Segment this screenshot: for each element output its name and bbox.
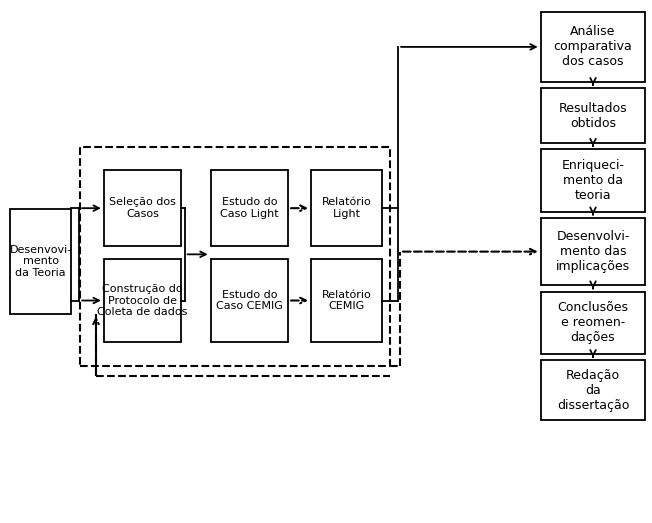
FancyBboxPatch shape: [541, 292, 645, 354]
FancyBboxPatch shape: [211, 170, 288, 246]
FancyBboxPatch shape: [541, 12, 645, 82]
FancyBboxPatch shape: [311, 170, 382, 246]
Text: Desenvovi-
mento
da Teoria: Desenvovi- mento da Teoria: [10, 245, 72, 278]
FancyBboxPatch shape: [541, 88, 645, 143]
Text: Enriqueci-
mento da
teoria: Enriqueci- mento da teoria: [561, 159, 625, 202]
Text: Resultados
obtidos: Resultados obtidos: [559, 101, 627, 130]
FancyBboxPatch shape: [104, 170, 181, 246]
Text: Redação
da
dissertação: Redação da dissertação: [557, 369, 629, 412]
FancyBboxPatch shape: [541, 360, 645, 420]
Text: Estudo do
Caso Light: Estudo do Caso Light: [220, 197, 278, 219]
FancyBboxPatch shape: [10, 210, 72, 313]
Text: Relatório
Light: Relatório Light: [321, 197, 372, 219]
FancyBboxPatch shape: [211, 259, 288, 342]
FancyBboxPatch shape: [104, 259, 181, 342]
Text: Seleção dos
Casos: Seleção dos Casos: [109, 197, 176, 219]
Text: Relatório
CEMIG: Relatório CEMIG: [321, 290, 372, 311]
Text: Análise
comparativa
dos casos: Análise comparativa dos casos: [554, 26, 632, 69]
FancyBboxPatch shape: [541, 218, 645, 286]
Text: Conclusões
e reomen-
dações: Conclusões e reomen- dações: [557, 301, 629, 344]
FancyBboxPatch shape: [311, 259, 382, 342]
FancyBboxPatch shape: [541, 149, 645, 212]
Text: Desenvolvi-
mento das
implicações: Desenvolvi- mento das implicações: [556, 230, 630, 273]
Text: Estudo do
Caso CEMIG: Estudo do Caso CEMIG: [216, 290, 283, 311]
Text: Construção do
Protocolo de
Coleta de dados: Construção do Protocolo de Coleta de dad…: [97, 284, 188, 317]
